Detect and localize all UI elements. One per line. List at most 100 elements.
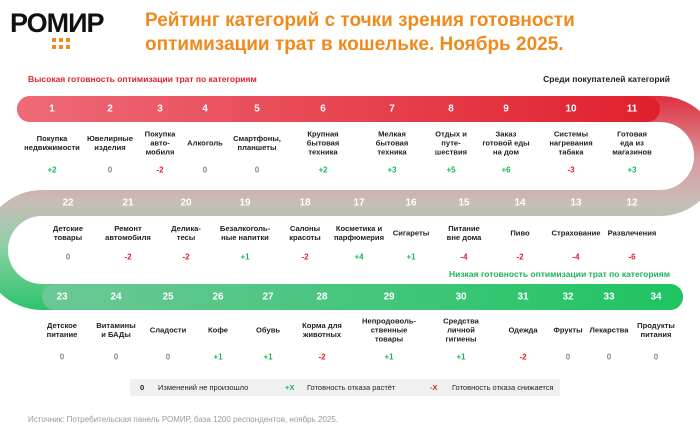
change: -4 xyxy=(572,252,580,262)
category-name: Салоны красоты xyxy=(289,224,321,242)
category-name: Системы нагревания табака xyxy=(549,129,593,157)
rank: 7 xyxy=(389,103,395,115)
change: -2 xyxy=(124,252,132,262)
rank: 19 xyxy=(239,197,251,209)
category-name: Ювелирные изделия xyxy=(86,134,134,152)
change: -2 xyxy=(182,252,190,262)
change: 0 xyxy=(59,352,65,362)
category-name: Сладости xyxy=(149,325,187,335)
change: +1 xyxy=(406,252,416,262)
rank: 2 xyxy=(107,103,113,115)
rank: 26 xyxy=(212,291,224,303)
change: -2 xyxy=(301,252,309,262)
category-name: Корма для животных xyxy=(302,321,342,339)
rank: 17 xyxy=(353,197,365,209)
category-name: Покупка недвижимости xyxy=(24,134,80,152)
high-label: Высокая готовность оптимизации трат по к… xyxy=(28,74,257,84)
legend-text: Готовность отказа растёт xyxy=(307,383,396,392)
rank: 31 xyxy=(517,291,529,303)
rank: 10 xyxy=(565,103,577,115)
rank: 28 xyxy=(316,291,328,303)
change: +2 xyxy=(318,165,328,175)
rank: 3 xyxy=(157,103,163,115)
rank: 12 xyxy=(626,197,638,209)
change: -2 xyxy=(156,165,164,175)
category-name: Сигареты xyxy=(392,228,430,238)
rank: 18 xyxy=(299,197,311,209)
change: -4 xyxy=(460,252,468,262)
category-name: Обувь xyxy=(255,325,281,335)
rank: 20 xyxy=(180,197,192,209)
category-name: Алкоголь xyxy=(187,138,223,148)
change: +6 xyxy=(501,165,511,175)
change: 0 xyxy=(165,352,171,362)
change: +1 xyxy=(240,252,250,262)
category-name: Лекарства xyxy=(589,325,629,335)
category-name: Непродоволь- ственные товары xyxy=(362,316,416,344)
rank: 33 xyxy=(603,291,615,303)
change: 0 xyxy=(113,352,119,362)
category-name: Одежда xyxy=(508,325,538,335)
change: +5 xyxy=(446,165,456,175)
rank: 32 xyxy=(562,291,574,303)
change: -2 xyxy=(516,252,524,262)
rank: 23 xyxy=(56,291,68,303)
category-name: Детские товары xyxy=(52,224,84,242)
change: +3 xyxy=(627,165,637,175)
category-name: Кофе xyxy=(207,325,229,335)
category-name: Покупка авто- мобиля xyxy=(144,129,176,157)
category-name: Отдых и путе- шествия xyxy=(434,129,468,157)
rank: 15 xyxy=(458,197,470,209)
legend-symbol: +X xyxy=(285,383,295,392)
category-name: Фрукты xyxy=(553,325,583,335)
rank: 25 xyxy=(162,291,174,303)
change: +1 xyxy=(213,352,223,362)
rank: 34 xyxy=(650,291,662,303)
category-name: Смартфоны, планшеты xyxy=(233,134,281,152)
change: +2 xyxy=(47,165,57,175)
category-name: Мелкая бытовая техника xyxy=(375,129,409,157)
change: +3 xyxy=(387,165,397,175)
change: +1 xyxy=(456,352,466,362)
category-name: Страхование xyxy=(551,228,601,238)
change: 0 xyxy=(606,352,612,362)
legend-text: Изменений не произошло xyxy=(158,383,249,392)
legend-symbol: -X xyxy=(430,383,438,392)
category-name: Продукты питания xyxy=(637,321,675,339)
category-name: Заказ готовой еды на дом xyxy=(482,129,530,157)
category-name: Развлечения xyxy=(607,228,657,238)
rank: 1 xyxy=(49,103,55,115)
category-name: Детское питание xyxy=(46,321,78,339)
rank: 5 xyxy=(254,103,260,115)
legend-symbol: 0 xyxy=(140,383,145,392)
rank: 13 xyxy=(570,197,582,209)
audience-label: Среди покупателей категорий xyxy=(543,74,670,84)
rank: 24 xyxy=(110,291,122,303)
change: -2 xyxy=(318,352,326,362)
change: -3 xyxy=(567,165,575,175)
category-name: Средства личной гигиены xyxy=(443,316,479,344)
change: -2 xyxy=(519,352,527,362)
change: 0 xyxy=(565,352,571,362)
category-name: Ремонт автомобиля xyxy=(105,224,151,242)
category-name: Витамины и БАДы xyxy=(96,321,136,339)
rank: 22 xyxy=(62,197,74,209)
change: 0 xyxy=(653,352,659,362)
category-name: Готовая еда из магазинов xyxy=(612,129,652,157)
rank: 30 xyxy=(455,291,467,303)
rank: 11 xyxy=(626,103,638,115)
rank: 4 xyxy=(202,103,208,115)
rank: 29 xyxy=(383,291,395,303)
category-name: Крупная бытовая техника xyxy=(306,129,340,157)
change: +4 xyxy=(354,252,364,262)
legend-text: Готовность отказа снижается xyxy=(452,383,554,392)
category-name: Безалкоголь- ные напитки xyxy=(219,224,271,242)
rank: 9 xyxy=(503,103,509,115)
category-name: Косметика и парфюмерия xyxy=(333,224,385,242)
source: Источник: Потребительская панель РОМИР, … xyxy=(28,415,339,424)
rank: 27 xyxy=(262,291,274,303)
change: -6 xyxy=(628,252,636,262)
logo: РОМИР xyxy=(10,8,105,38)
